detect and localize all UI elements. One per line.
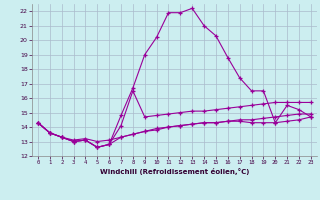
X-axis label: Windchill (Refroidissement éolien,°C): Windchill (Refroidissement éolien,°C) bbox=[100, 168, 249, 175]
